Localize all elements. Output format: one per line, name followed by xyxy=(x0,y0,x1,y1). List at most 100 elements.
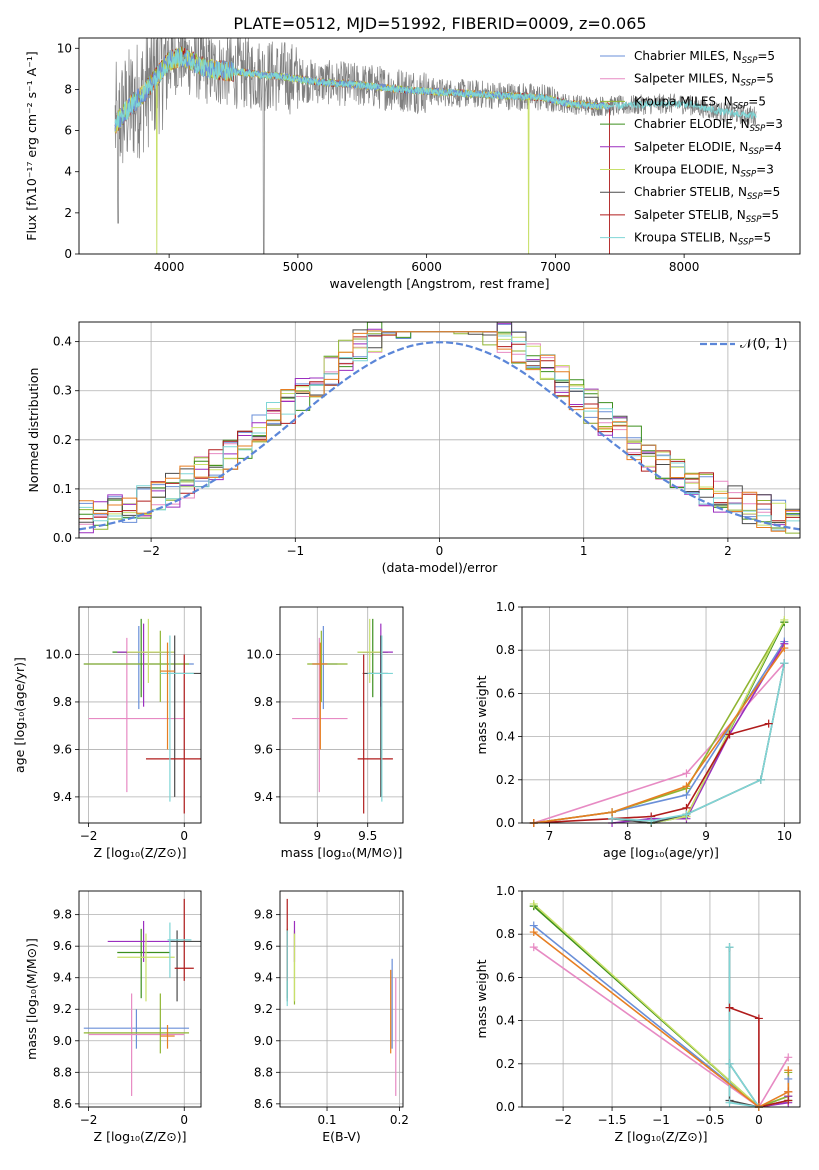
plus-marker xyxy=(725,1098,734,1107)
x-axis-label: Z [log₁₀(Z/Z⊙)] xyxy=(94,1129,187,1144)
x-tick-label: 0.2 xyxy=(390,1113,409,1127)
legend-label: Kroupa ELODIE xyxy=(634,163,724,177)
y-tick-label: 0.8 xyxy=(496,643,515,657)
plus-marker xyxy=(725,1003,734,1012)
panel-age_vs_Z: −2 0 9.4 9.6 9.8 10.0 Z [log₁₀(Z/Z⊙)] age [log₁… xyxy=(12,606,202,860)
x-tick-label: −2 xyxy=(80,1113,98,1127)
plot-area xyxy=(83,898,201,1096)
plot-area xyxy=(292,618,393,814)
x-tick-label: −1 xyxy=(286,544,304,558)
mass-weight-line xyxy=(533,647,785,823)
legend-label: Salpeter MILES xyxy=(634,72,724,86)
legend-n-value: =5 xyxy=(756,72,774,86)
y-tick-label: 9.6 xyxy=(254,939,273,953)
legend-n-value: =5 xyxy=(761,208,779,222)
x-tick-label: −0.5 xyxy=(695,1113,724,1127)
x-axis-label: age [log₁₀(age/yr)] xyxy=(603,845,719,860)
legend-entry: Salpeter MILES, NSSP=5 xyxy=(634,72,774,89)
x-tick-label: 6000 xyxy=(411,260,442,274)
legend-subscript: SSP xyxy=(747,192,763,202)
legend-label: Salpeter ELODIE xyxy=(634,140,732,154)
y-tick-label: 0 xyxy=(64,247,72,261)
x-axis-label: E(B-V) xyxy=(322,1129,361,1144)
y-tick-label: 0.0 xyxy=(496,816,515,830)
y-tick-label: 9.6 xyxy=(53,939,72,953)
plus-marker xyxy=(529,928,538,937)
legend-entry: Kroupa STELIB, NSSP=5 xyxy=(634,231,771,248)
y-tick-label: 9.8 xyxy=(254,695,273,709)
x-tick-label: 7000 xyxy=(540,260,571,274)
x-tick-label: 9.5 xyxy=(358,829,377,843)
x-tick-label: 0 xyxy=(755,1113,763,1127)
x-tick-label: −2 xyxy=(142,544,160,558)
y-tick-label: 1.0 xyxy=(496,884,515,898)
plus-marker xyxy=(725,730,734,739)
legend-n-value: =5 xyxy=(754,231,772,245)
y-axis-label: mass weight xyxy=(474,675,489,754)
legend-entry: Kroupa ELODIE, NSSP=3 xyxy=(634,163,774,180)
plus-marker xyxy=(764,719,773,728)
y-tick-label: 8.8 xyxy=(53,1065,72,1079)
y-tick-label: 0.1 xyxy=(53,482,72,496)
y-axis-label: age [log₁₀(age/yr)] xyxy=(12,657,27,773)
model-spectrum-line xyxy=(114,46,757,128)
legend-label: Kroupa STELIB xyxy=(634,231,721,245)
y-tick-label: 10 xyxy=(57,41,72,55)
y-tick-label: 0.4 xyxy=(53,335,72,349)
y-tick-label: 0.3 xyxy=(53,384,72,398)
legend-n-prefix: , N xyxy=(725,49,742,63)
legend-label: Kroupa MILES xyxy=(634,94,716,108)
plus-marker xyxy=(529,899,538,908)
panel-mass_weight_vs_Z: −2 −1.5 −1 −0.5 0 0.0 0.2 0.4 0.6 0.8 1.0 Z [log₁₀(… xyxy=(474,884,801,1144)
plus-marker xyxy=(608,808,617,817)
legend-subscript: SSP xyxy=(741,170,757,180)
y-tick-label: 8 xyxy=(64,82,72,96)
plus-marker xyxy=(784,1066,793,1075)
plus-marker xyxy=(682,810,691,819)
mass-weight-line xyxy=(728,947,760,1107)
axes-frame xyxy=(78,606,202,824)
legend-n-value: =5 xyxy=(748,94,766,108)
plus-marker xyxy=(780,644,789,653)
figure-title: PLATE=0512, MJD=51992, FIBERID=0009, z=0… xyxy=(233,14,646,33)
legend-subscript: SSP xyxy=(750,124,766,134)
y-tick-label: 9.2 xyxy=(53,1002,72,1016)
y-tick-label: 2 xyxy=(64,206,72,220)
legend-subscript: SSP xyxy=(746,215,762,225)
y-tick-label: 0.6 xyxy=(496,970,515,984)
y-tick-label: 6 xyxy=(64,124,72,138)
y-tick-label: 8.6 xyxy=(254,1097,273,1111)
mass-weight-line xyxy=(533,722,769,823)
legend-n-prefix: , N xyxy=(729,208,746,222)
plus-marker xyxy=(529,943,538,952)
x-axis-label: (data-model)/error xyxy=(382,560,499,575)
x-tick-label: 4000 xyxy=(154,260,185,274)
panel-spectrum: 4000 5000 6000 7000 8000 0 2 4 6 8 10 wavelength [A… xyxy=(24,37,801,291)
x-tick-label: −2 xyxy=(554,1113,572,1127)
y-tick-label: 0.0 xyxy=(53,531,72,545)
y-tick-label: 9.4 xyxy=(53,971,72,985)
mass-weight-line xyxy=(728,947,760,1107)
legend-n-prefix: , N xyxy=(721,231,738,245)
plus-marker xyxy=(784,1053,793,1062)
mass-weight-line xyxy=(533,946,789,1107)
y-tick-label: 0.4 xyxy=(496,1014,515,1028)
x-tick-label: 0 xyxy=(180,829,188,843)
y-axis-label: mass [log₁₀(M/M⊙)] xyxy=(24,938,39,1060)
x-tick-label: 10 xyxy=(777,829,792,843)
legend-n-value: =5 xyxy=(757,49,775,63)
plot-area xyxy=(286,898,397,1096)
x-tick-label: 1 xyxy=(580,544,588,558)
plus-marker xyxy=(780,659,789,668)
x-tick-label: −2 xyxy=(80,829,98,843)
legend-entry: Chabrier STELIB, NSSP=5 xyxy=(634,185,780,202)
y-tick-label: 9.8 xyxy=(53,908,72,922)
legend-n-prefix: , N xyxy=(732,140,749,154)
y-tick-label: 8.6 xyxy=(53,1097,72,1111)
y-tick-label: 1.0 xyxy=(496,600,515,614)
x-axis-label: mass [log₁₀(M/M⊙)] xyxy=(281,845,403,860)
axes-frame xyxy=(279,890,404,1108)
